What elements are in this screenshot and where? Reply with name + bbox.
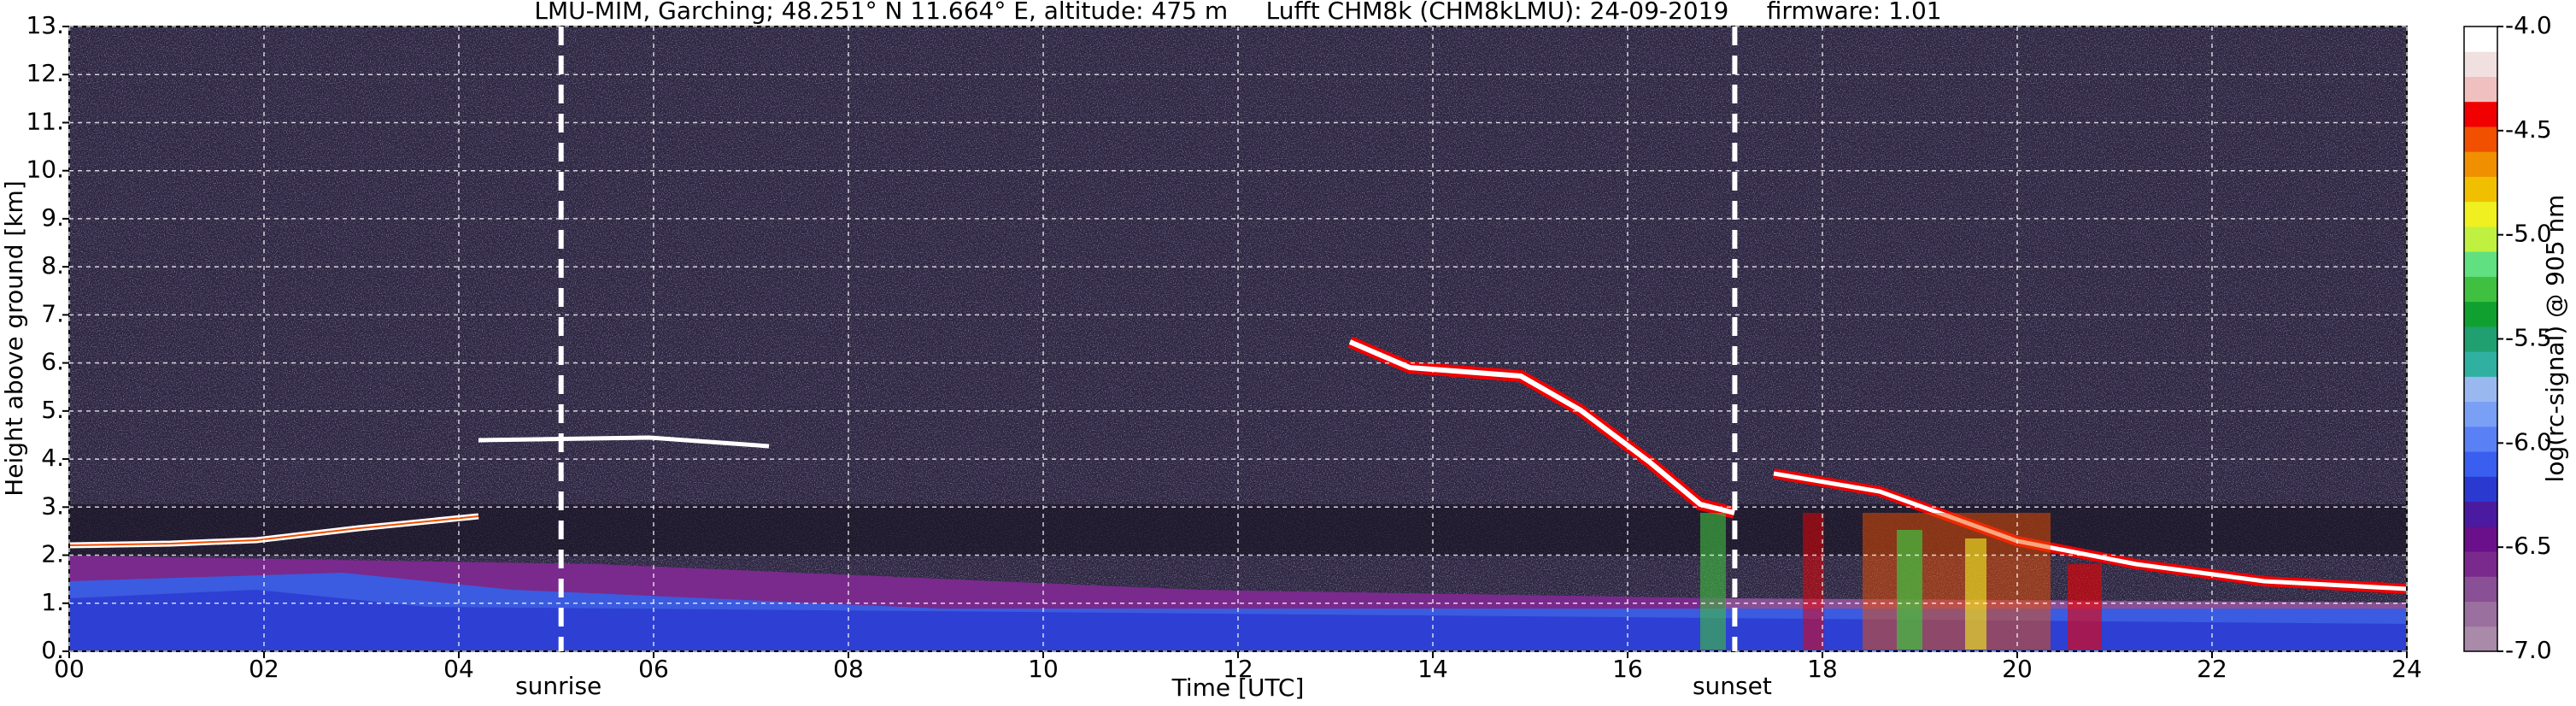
colorbar-swatch <box>2464 601 2497 627</box>
colorbar-tick-label: -6.5 <box>2505 532 2552 560</box>
colorbar-swatch <box>2464 226 2497 252</box>
colorbar-tick-label: -6.0 <box>2505 427 2552 456</box>
event-label: sunset <box>1693 672 1772 700</box>
y-tick-label: 7. <box>41 299 64 327</box>
colorbar-swatch <box>2464 201 2497 227</box>
y-tick-label: 8. <box>41 251 64 279</box>
colorbar-label: log(rc-signal) @ 905 nm <box>2541 195 2569 483</box>
x-tick-label: 02 <box>249 655 279 683</box>
x-tick-label: 22 <box>2197 655 2227 683</box>
colorbar-swatch <box>2464 76 2497 103</box>
colorbar-swatch <box>2464 51 2497 77</box>
colorbar-swatch <box>2464 26 2497 52</box>
y-tick-label: 5. <box>41 396 64 424</box>
colorbar-swatch <box>2464 251 2497 277</box>
chart-title: LMU-MIM, Garching; 48.251° N 11.664° E, … <box>534 0 1941 25</box>
y-tick-label: 1. <box>41 588 64 616</box>
colorbar-swatch <box>2464 126 2497 152</box>
colorbar-swatch <box>2464 551 2497 577</box>
y-axis-label: Height above ground [km] <box>0 180 28 497</box>
x-tick-label: 12 <box>1223 655 1253 683</box>
colorbar-swatch <box>2464 526 2497 552</box>
colorbar-swatch <box>2464 301 2497 327</box>
y-tick-label: 12. <box>26 59 64 87</box>
colorbar-tick-label: -4.0 <box>2505 11 2552 39</box>
colorbar-tick-label: -5.0 <box>2505 220 2552 248</box>
x-tick-label: 10 <box>1028 655 1059 683</box>
x-tick-label: 00 <box>54 655 85 683</box>
colorbar-tick-label: -4.5 <box>2505 115 2552 144</box>
colorbar-swatch <box>2464 351 2497 377</box>
x-tick-label: 16 <box>1612 655 1643 683</box>
colorbar-swatch <box>2464 176 2497 203</box>
x-tick-label: 04 <box>443 655 474 683</box>
colorbar-swatch <box>2464 101 2497 127</box>
y-tick-label: 4. <box>41 444 64 472</box>
y-tick-label: 11. <box>26 107 64 135</box>
x-tick-label: 08 <box>833 655 864 683</box>
y-tick-label: 10. <box>26 156 64 184</box>
y-tick-label: 13. <box>26 11 64 39</box>
x-tick-label: 18 <box>1807 655 1838 683</box>
event-label: sunrise <box>515 672 601 700</box>
colorbar-swatch <box>2464 276 2497 303</box>
x-tick-label: 06 <box>638 655 669 683</box>
y-tick-label: 0. <box>41 636 64 664</box>
colorbar-swatch <box>2464 401 2497 427</box>
x-tick-label: 24 <box>2391 655 2422 683</box>
colorbar-swatch <box>2464 476 2497 503</box>
y-tick-label: 3. <box>41 491 64 520</box>
colorbar-swatch <box>2464 451 2497 477</box>
colorbar-swatch <box>2464 576 2497 603</box>
y-tick-label: 6. <box>41 348 64 376</box>
x-tick-label: 14 <box>1417 655 1448 683</box>
colorbar-swatch <box>2464 151 2497 177</box>
y-tick-label: 9. <box>41 203 64 232</box>
x-axis-label: Time [UTC] <box>1171 674 1305 702</box>
colorbar-swatch <box>2464 326 2497 352</box>
colorbar-swatch <box>2464 376 2497 403</box>
colorbar-tick-label: -7.0 <box>2505 636 2552 664</box>
colorbar-tick-label: -5.5 <box>2505 324 2552 352</box>
y-tick-label: 2. <box>41 540 64 568</box>
x-tick-label: 20 <box>2002 655 2033 683</box>
colorbar-swatch <box>2464 426 2497 452</box>
colorbar-swatch <box>2464 626 2497 652</box>
colorbar-swatch <box>2464 501 2497 527</box>
